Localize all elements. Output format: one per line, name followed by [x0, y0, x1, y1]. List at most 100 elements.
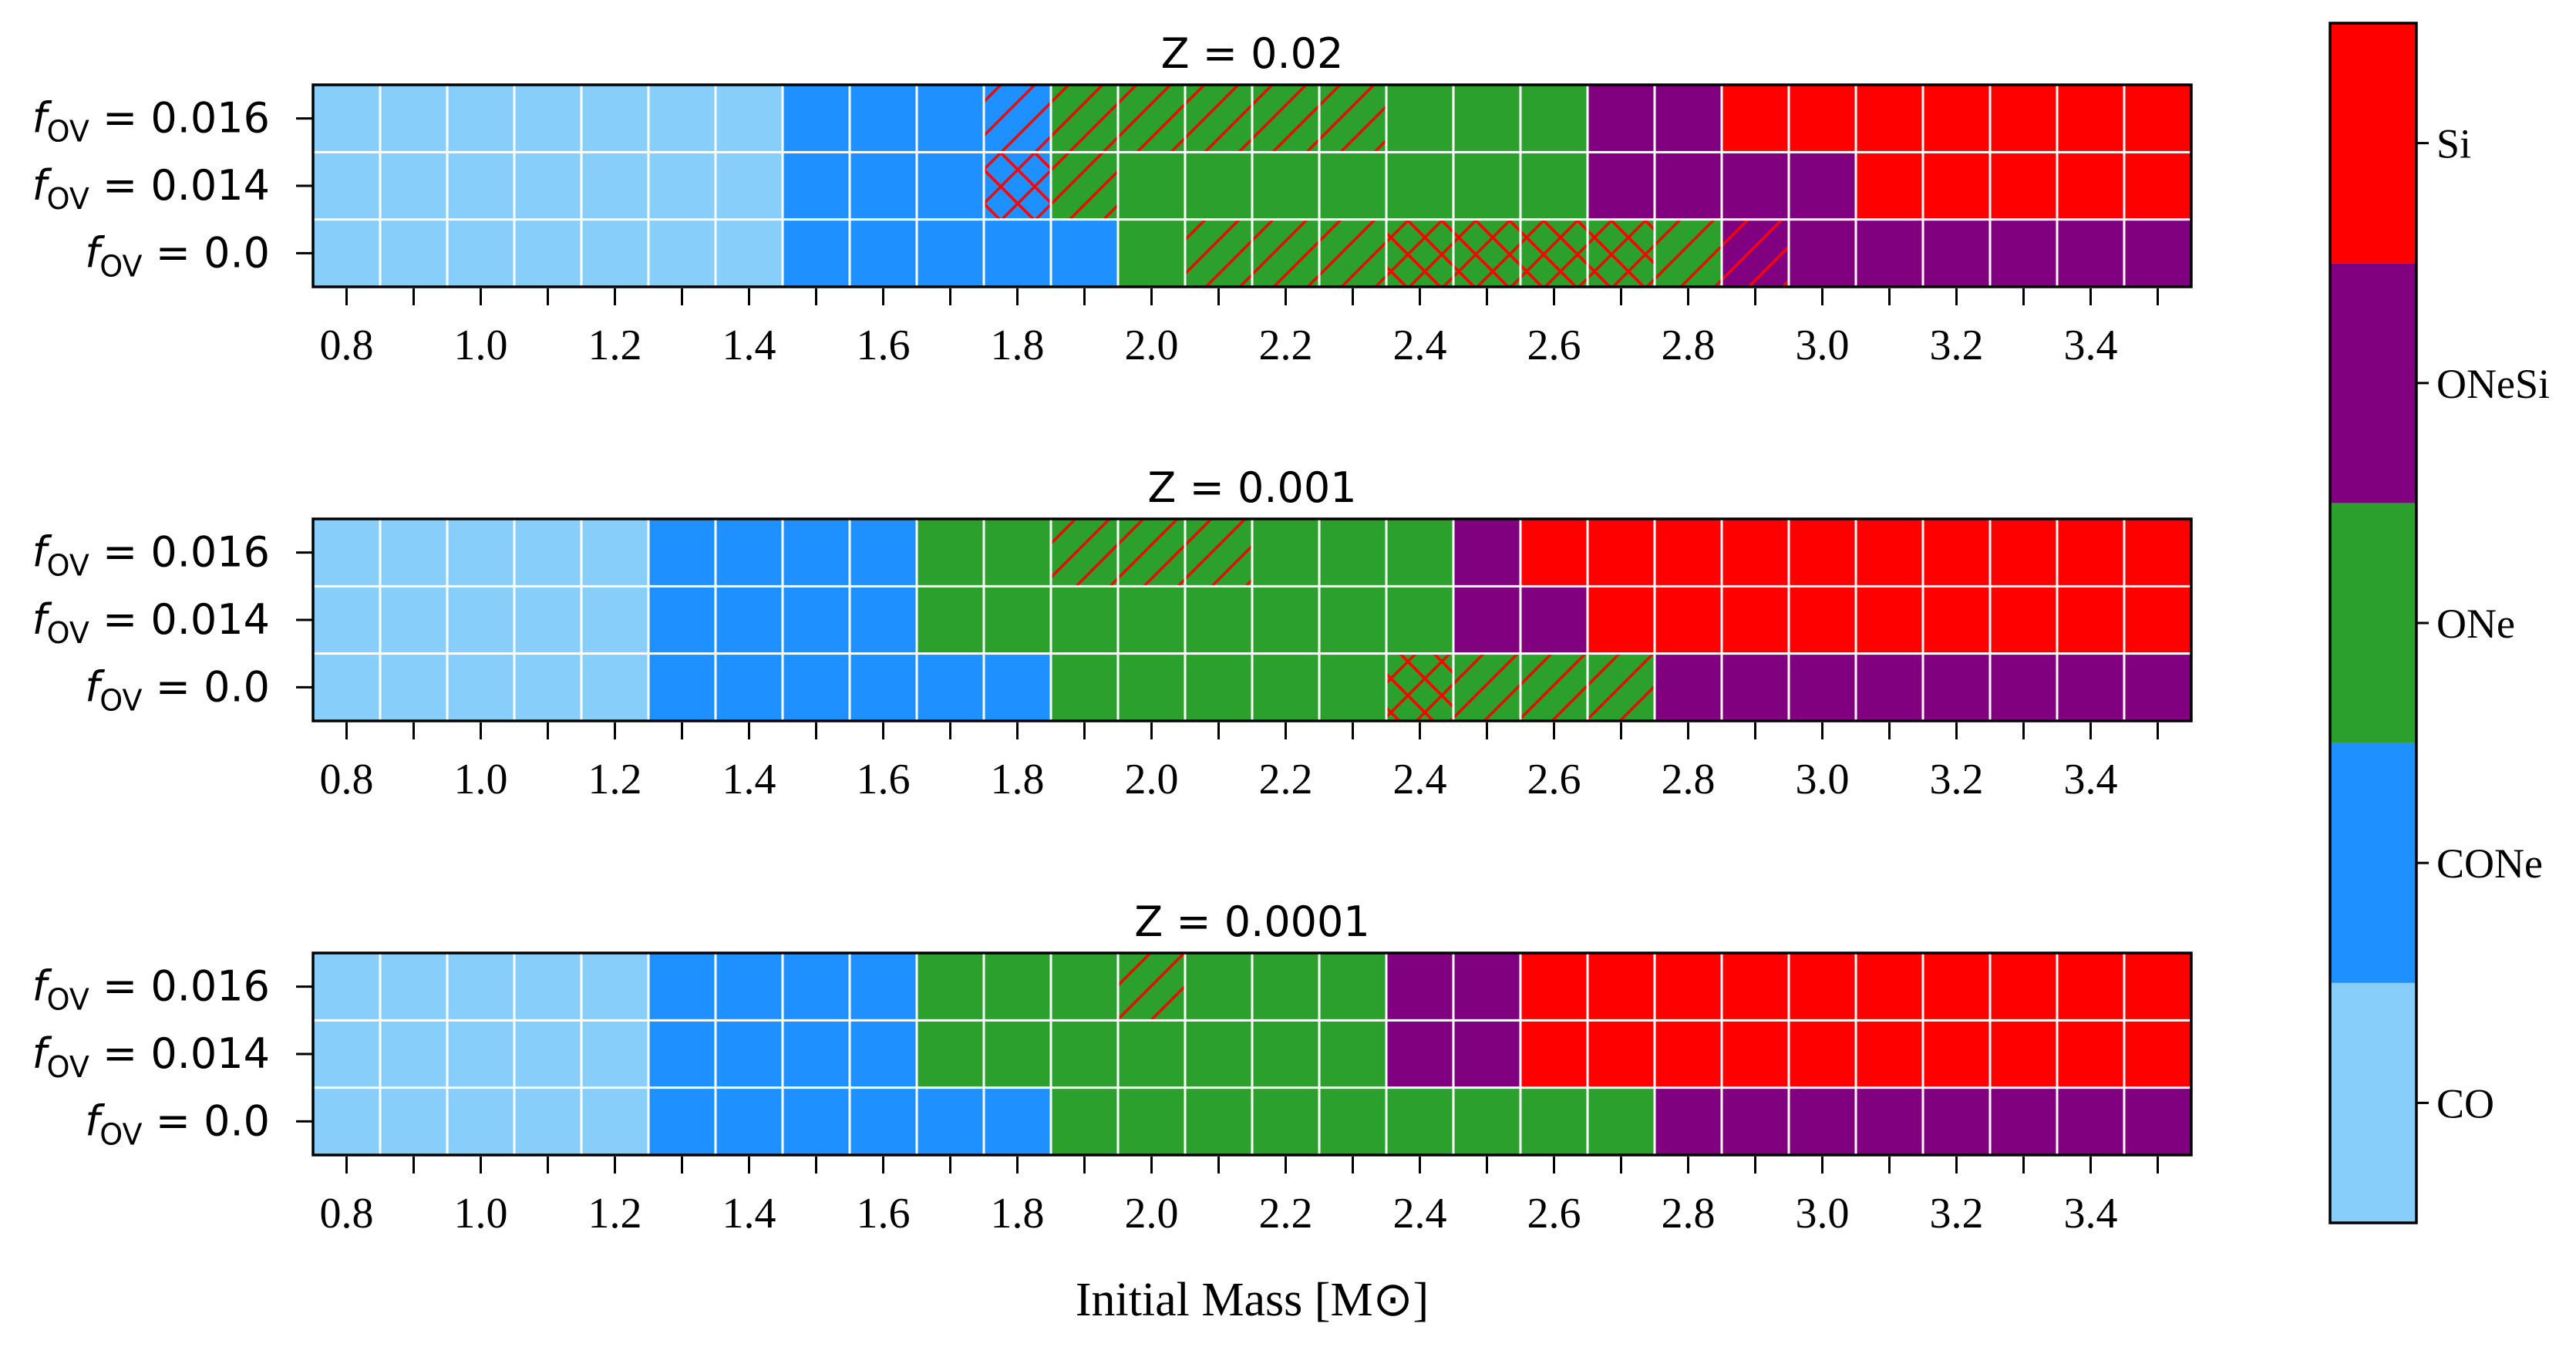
heatmap-cell [850, 653, 917, 721]
heatmap-cell [850, 953, 917, 1021]
heatmap-cell [783, 953, 850, 1021]
x-tick-label: 2.2 [1259, 756, 1313, 803]
heatmap-cell [1386, 953, 1453, 1021]
heatmap-cell [2124, 653, 2191, 721]
heatmap-cell [2124, 85, 2191, 153]
heatmap-cell [1856, 653, 1923, 721]
heatmap-cell [380, 152, 447, 220]
heatmap-cell [1520, 1087, 1588, 1155]
x-tick-label: 2.4 [1393, 1190, 1447, 1238]
heatmap-cell [850, 586, 917, 654]
heatmap-cell [1319, 586, 1386, 654]
heatmap-cell [380, 586, 447, 654]
x-tick-label: 1.8 [991, 1190, 1045, 1238]
heatmap-cell [783, 85, 850, 153]
heatmap-cell [380, 85, 447, 153]
heatmap-cell [716, 653, 783, 721]
heatmap-cell [1856, 1087, 1923, 1155]
heatmap-cell [783, 1087, 850, 1155]
x-tick-label: 1.4 [722, 322, 776, 369]
heatmap-cell [783, 586, 850, 654]
heatmap-cell [917, 1020, 984, 1088]
heatmap-cell [1319, 1020, 1386, 1088]
heatmap-cell [447, 519, 514, 587]
hatch-mark [1185, 219, 1252, 287]
heatmap-cell [917, 152, 984, 220]
heatmap-cell [716, 953, 783, 1021]
heatmap-cell [581, 85, 648, 153]
heatmap-cell [1118, 653, 1185, 721]
heatmap-cell [1722, 152, 1789, 220]
x-tick-label: 1.4 [722, 756, 776, 803]
heatmap-cell [581, 1087, 648, 1155]
heatmap-cell [716, 1087, 783, 1155]
colorbar-swatch [2330, 263, 2416, 503]
colorbar-label: ONe [2436, 601, 2515, 647]
heatmap-cell [380, 1020, 447, 1088]
heatmap-cell [1722, 953, 1789, 1021]
x-tick-label: 1.8 [991, 322, 1045, 369]
heatmap-cell [581, 152, 648, 220]
heatmap-cell [1520, 1020, 1588, 1088]
heatmap-cell [1051, 586, 1118, 654]
x-axis-label: Initial Mass [M⊙] [1076, 1274, 1429, 1326]
heatmap-cell [917, 953, 984, 1021]
x-tick-label: 2.8 [1662, 1190, 1716, 1238]
panel-1: Z = 0.001 fOV = 0.016 fOV = 0.014 fOV = 0.0… [32, 463, 2193, 803]
hatch-mark [1588, 219, 1655, 287]
heatmap-cell [984, 653, 1051, 721]
heatmap-cell [1588, 586, 1655, 654]
y-tick-label: fOV = 0.014 [32, 161, 270, 216]
heatmap-cell [1453, 1020, 1520, 1088]
heatmap-cell [1588, 85, 1655, 153]
y-tick-label: fOV = 0.0 [85, 228, 270, 283]
heatmap-cell [1990, 953, 2057, 1021]
heatmap-cell [1722, 586, 1789, 654]
heatmap-cell [514, 219, 581, 287]
colorbar-label: ONeSi [2436, 361, 2550, 407]
hatch-mark [984, 152, 1051, 220]
heatmap-cell [447, 219, 514, 287]
heatmap-cell [447, 953, 514, 1021]
colorbar-swatch [2330, 503, 2416, 743]
heatmap-cell [1588, 1087, 1655, 1155]
heatmap-cell [2057, 85, 2124, 153]
x-tick-label: 2.6 [1527, 756, 1581, 803]
heatmap-cell [1588, 152, 1655, 220]
x-tick-label: 3.0 [1796, 322, 1850, 369]
x-tick-label: 2.4 [1393, 322, 1447, 369]
colorbar-swatch [2330, 23, 2416, 264]
heatmap-cell [1386, 152, 1453, 220]
heatmap-cell [1923, 586, 1990, 654]
hatch-mark [1453, 219, 1520, 287]
x-tick-label: 1.0 [454, 322, 508, 369]
x-tick-label: 3.2 [1930, 756, 1984, 803]
heatmap-cell [447, 586, 514, 654]
heatmap-cell [1319, 953, 1386, 1021]
heatmap-cell [1655, 1087, 1722, 1155]
x-tick-label: 2.4 [1393, 756, 1447, 803]
panel-2: Z = 0.0001 fOV = 0.016 fOV = 0.014 fOV = 0.… [32, 897, 2193, 1238]
x-tick-label: 2.8 [1662, 322, 1716, 369]
heatmap-cell [1588, 1020, 1655, 1088]
y-tick-label: fOV = 0.016 [32, 962, 270, 1017]
heatmap-cell [1655, 519, 1722, 587]
heatmap-cell [850, 219, 917, 287]
heatmap-cell [1923, 152, 1990, 220]
panel-title: Z = 0.02 [1161, 29, 1344, 78]
heatmap-cell [447, 1020, 514, 1088]
y-tick-label: fOV = 0.016 [32, 528, 270, 583]
heatmap-cell [313, 586, 380, 654]
heatmap-cell [2124, 519, 2191, 587]
x-tick-label: 1.6 [857, 322, 911, 369]
heatmap-cell [313, 1020, 380, 1088]
heatmap-cell [1185, 152, 1252, 220]
x-tick-label: 3.0 [1796, 1190, 1850, 1238]
heatmap-cell [648, 1020, 716, 1088]
hatch-mark [1319, 85, 1386, 153]
hatch-mark [1051, 152, 1118, 220]
x-tick-label: 1.2 [588, 322, 642, 369]
heatmap-cell [1319, 1087, 1386, 1155]
heatmap-cell [1990, 85, 2057, 153]
heatmap-cell [2057, 519, 2124, 587]
